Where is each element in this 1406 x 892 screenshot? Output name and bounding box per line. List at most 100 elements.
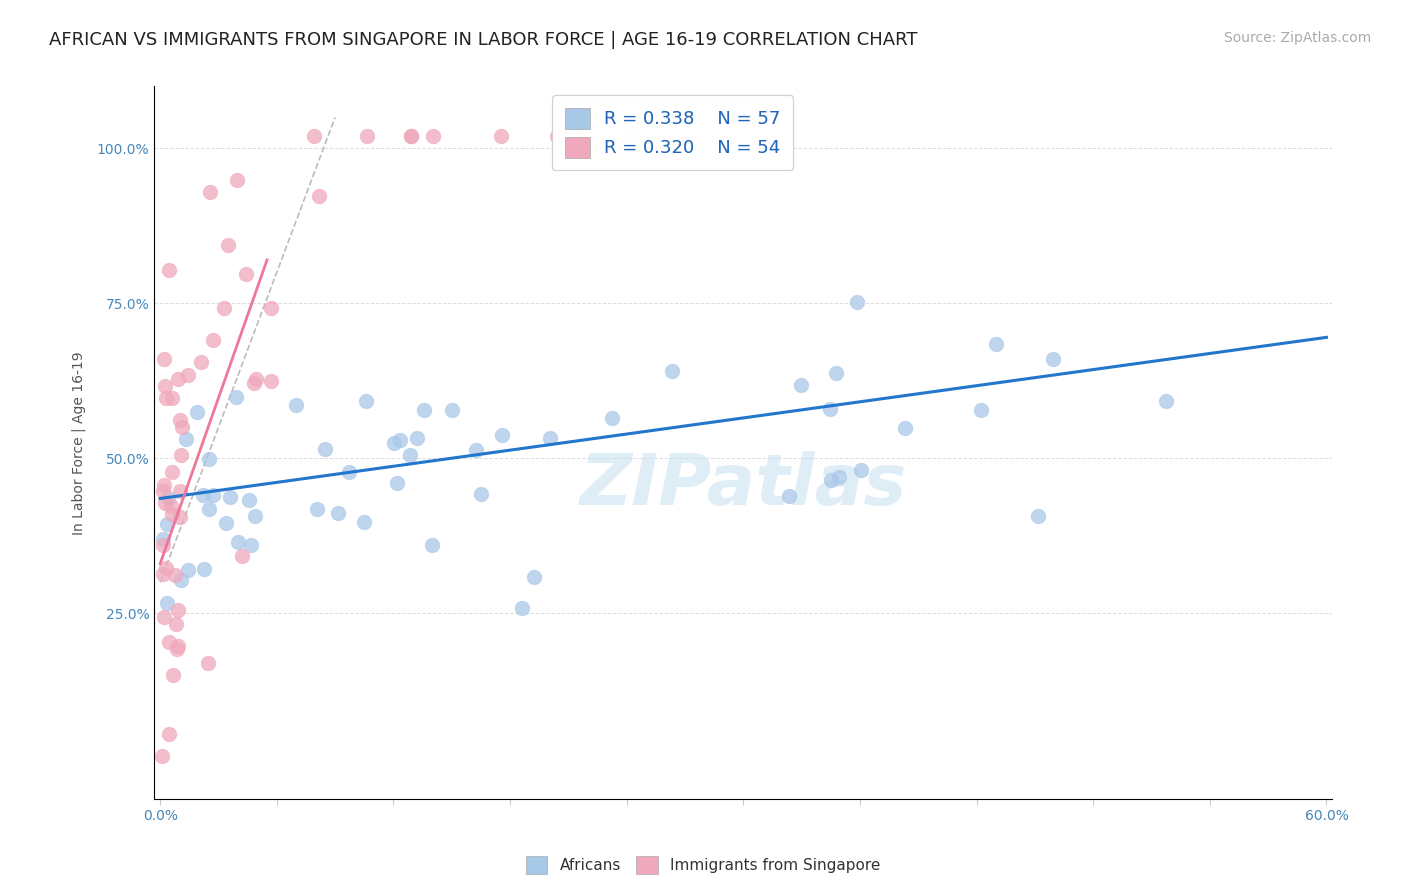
Point xyxy=(225,173,247,187)
Point xyxy=(150,748,173,763)
Point xyxy=(285,399,308,413)
Point xyxy=(326,506,349,520)
Point xyxy=(190,355,212,369)
Point xyxy=(337,465,360,479)
Point xyxy=(382,435,405,450)
Point xyxy=(160,391,183,405)
Point xyxy=(790,378,813,392)
Point xyxy=(156,596,179,610)
Y-axis label: In Labor Force | Age 16-19: In Labor Force | Age 16-19 xyxy=(72,351,86,534)
Point xyxy=(152,532,174,546)
Point xyxy=(353,515,375,529)
Point xyxy=(307,501,329,516)
Point xyxy=(413,403,436,417)
Point xyxy=(389,434,412,448)
Point xyxy=(172,419,194,434)
Point xyxy=(169,510,191,524)
Point xyxy=(245,509,267,524)
Point xyxy=(354,393,377,408)
Point xyxy=(152,539,174,553)
Point xyxy=(422,538,444,552)
Point xyxy=(1026,508,1049,523)
Point xyxy=(620,128,643,143)
Point xyxy=(302,128,325,143)
Point xyxy=(1042,351,1064,366)
Point xyxy=(778,489,800,503)
Point xyxy=(162,507,184,521)
Point xyxy=(491,428,513,442)
Text: ZIPatlas: ZIPatlas xyxy=(579,451,907,520)
Point xyxy=(828,470,851,484)
Point xyxy=(523,570,546,584)
Point xyxy=(422,128,444,143)
Point xyxy=(226,535,249,549)
Point xyxy=(406,431,429,445)
Point xyxy=(166,641,188,656)
Point xyxy=(219,490,242,504)
Point xyxy=(512,601,534,615)
Point xyxy=(155,561,177,575)
Point xyxy=(191,488,214,502)
Point xyxy=(846,294,869,309)
Point xyxy=(155,379,177,393)
Point xyxy=(661,364,683,378)
Point xyxy=(163,568,186,582)
Point xyxy=(166,639,188,653)
Point xyxy=(260,301,283,315)
Point xyxy=(986,337,1008,351)
Point xyxy=(215,516,238,531)
Point xyxy=(356,128,378,143)
Point xyxy=(159,262,181,277)
Point xyxy=(152,483,174,498)
Point xyxy=(231,549,253,564)
Point xyxy=(153,352,176,367)
Point xyxy=(217,238,239,252)
Point xyxy=(239,539,262,553)
Point xyxy=(465,443,488,458)
Point xyxy=(825,366,848,380)
Point xyxy=(153,610,176,624)
Point xyxy=(818,402,841,417)
Point xyxy=(969,403,991,417)
Point xyxy=(197,656,219,670)
Point xyxy=(162,466,184,480)
Point xyxy=(200,185,222,199)
Point xyxy=(546,128,568,143)
Point xyxy=(186,405,208,419)
Point xyxy=(153,478,176,492)
Point xyxy=(155,517,177,532)
Point xyxy=(470,487,492,501)
Point xyxy=(160,499,183,513)
Point xyxy=(169,483,191,498)
Point xyxy=(170,573,193,587)
Point xyxy=(401,128,423,143)
Point xyxy=(1154,393,1177,408)
Point xyxy=(568,128,591,143)
Point xyxy=(820,473,842,487)
Point xyxy=(202,333,225,347)
Point xyxy=(167,603,190,617)
Point xyxy=(538,431,561,445)
Point xyxy=(157,634,180,648)
Text: Source: ZipAtlas.com: Source: ZipAtlas.com xyxy=(1223,31,1371,45)
Point xyxy=(170,448,193,462)
Point xyxy=(155,391,177,405)
Point xyxy=(260,374,283,388)
Point xyxy=(197,502,219,516)
Point xyxy=(385,475,408,490)
Point xyxy=(157,727,180,741)
Point xyxy=(600,410,623,425)
Legend: R = 0.338    N = 57, R = 0.320    N = 54: R = 0.338 N = 57, R = 0.320 N = 54 xyxy=(553,95,793,170)
Point xyxy=(851,463,873,477)
Point xyxy=(893,420,915,434)
Legend: Africans, Immigrants from Singapore: Africans, Immigrants from Singapore xyxy=(520,850,886,880)
Point xyxy=(441,403,464,417)
Point xyxy=(399,448,422,462)
Point xyxy=(153,496,176,510)
Point xyxy=(165,617,187,632)
Point xyxy=(308,189,330,203)
Point xyxy=(399,128,422,143)
Point xyxy=(166,372,188,386)
Point xyxy=(169,413,191,427)
Point xyxy=(177,368,200,382)
